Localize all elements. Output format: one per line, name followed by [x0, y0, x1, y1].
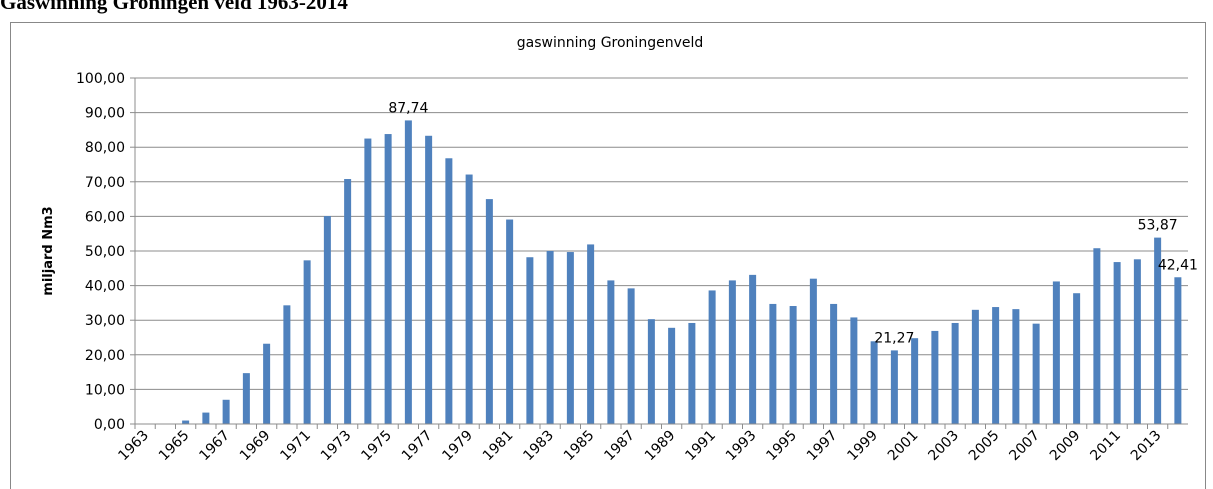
x-tick-label: 1999 [844, 428, 881, 465]
y-tick-label: 0,00 [94, 417, 125, 433]
bar [971, 309, 979, 424]
bar [627, 288, 635, 424]
bar [445, 158, 453, 424]
bar [485, 199, 493, 424]
bar [506, 219, 514, 424]
x-tick-label: 1965 [156, 428, 193, 465]
bar [222, 399, 230, 424]
bar [587, 244, 595, 424]
bar [1012, 309, 1020, 424]
x-tick-label: 2005 [966, 428, 1003, 465]
data-label: 21,27 [874, 330, 914, 346]
bar [931, 330, 939, 424]
bar [1154, 237, 1162, 424]
y-tick-label: 60,00 [85, 209, 125, 225]
x-tick-label: 1981 [480, 428, 517, 465]
x-tick-label: 1985 [561, 428, 598, 465]
bar [546, 251, 554, 424]
y-tick-label: 80,00 [85, 140, 125, 156]
bar [1052, 281, 1060, 424]
x-tick-label: 1995 [763, 428, 800, 465]
bar [809, 278, 817, 424]
bar [1073, 293, 1081, 424]
bar [1133, 259, 1141, 424]
y-tick-label: 20,00 [85, 348, 125, 364]
y-tick-label: 30,00 [85, 313, 125, 329]
data-label: 87,74 [388, 100, 428, 116]
bar [749, 274, 757, 424]
bar [182, 420, 190, 424]
y-tick-label: 40,00 [85, 279, 125, 295]
bar [263, 343, 271, 424]
heading: Gaswinning Groningen veld 1963-2014 [0, 0, 348, 14]
x-tick-label: 1979 [439, 428, 476, 465]
bar [283, 305, 291, 424]
y-tick-label: 10,00 [85, 382, 125, 398]
bar [404, 120, 412, 424]
x-tick-label: 1977 [399, 428, 436, 465]
x-tick-label: 1991 [682, 428, 719, 465]
bar [708, 290, 716, 424]
chart-title: gaswinning Groningenveld [517, 35, 704, 51]
bar [668, 327, 676, 424]
bar [384, 134, 392, 424]
x-tick-label: 2011 [1087, 428, 1124, 465]
bar [323, 216, 331, 424]
x-tick-label: 1975 [358, 428, 395, 465]
x-tick-label: 1983 [520, 428, 557, 465]
bar [951, 322, 959, 424]
x-tick-label: 1971 [277, 428, 314, 465]
x-tick-label: 1973 [318, 428, 355, 465]
bar [202, 412, 210, 424]
bar [344, 179, 352, 424]
bar [688, 322, 696, 424]
y-tick-label: 90,00 [85, 106, 125, 122]
bar [890, 350, 898, 424]
bar [647, 319, 655, 424]
bar [870, 341, 878, 424]
x-tick-label: 2001 [885, 428, 922, 465]
x-tick-label: 2007 [1006, 428, 1043, 465]
bar [830, 303, 838, 424]
y-axis-title: miljard Nm3 [41, 206, 56, 295]
bar [911, 338, 919, 424]
bar [1032, 323, 1040, 424]
bar [607, 280, 615, 424]
x-tick-label: 1969 [237, 428, 274, 465]
bar [303, 260, 311, 424]
bar [1113, 262, 1121, 424]
y-tick-label: 70,00 [85, 175, 125, 191]
bar [850, 317, 858, 424]
bar [769, 303, 777, 424]
x-tick-label: 1997 [804, 428, 841, 465]
x-tick-label: 1967 [196, 428, 233, 465]
data-label: 42,41 [1158, 257, 1198, 273]
bar [364, 138, 372, 425]
bar [992, 307, 1000, 424]
x-tick-label: 1987 [601, 428, 638, 465]
bar [1093, 248, 1101, 424]
bar [566, 252, 574, 424]
x-tick-label: 2003 [925, 428, 962, 465]
chart-frame [10, 22, 1206, 489]
x-tick-label: 1989 [642, 428, 679, 465]
x-tick-label: 1993 [723, 428, 760, 465]
bar [789, 306, 797, 424]
bar [728, 280, 736, 424]
bar [465, 174, 473, 424]
bar [242, 373, 250, 424]
x-tick-label: 2009 [1047, 428, 1084, 465]
bar [425, 135, 433, 425]
x-tick-label: 2013 [1128, 428, 1165, 465]
bar [526, 257, 534, 424]
data-label: 53,87 [1138, 218, 1178, 234]
bar [1174, 277, 1182, 424]
y-tick-label: 50,00 [85, 244, 125, 260]
y-tick-label: 100,00 [76, 71, 125, 87]
